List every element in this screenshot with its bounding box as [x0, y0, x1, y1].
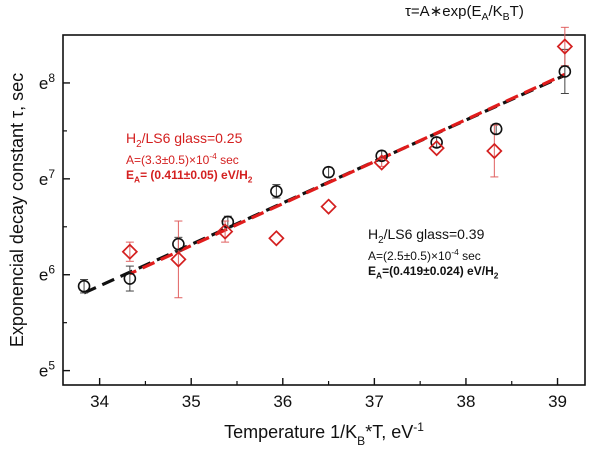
x-tick-label: 38	[456, 392, 475, 411]
x-axis-title: Temperature 1/KB*T, eV-1	[224, 420, 424, 448]
data-point-circle	[489, 122, 503, 136]
data-point-diamond	[268, 230, 285, 247]
data-point-diamond	[121, 243, 139, 260]
annotation-red-ratio: H2/LS6 glass=0.25	[126, 130, 243, 150]
annotation-black-energy: EA=(0.419±0.024) eV/H2	[368, 264, 499, 281]
annotation-black-fit: H2/LS6 glass=0.39 A=(2.5±0.5)×10-4 sec E…	[368, 226, 498, 281]
data-point-circle	[270, 185, 283, 198]
data-point-circle	[77, 279, 91, 293]
annotation-red-prefactor: A=(3.3±0.5)×10-4 sec	[126, 151, 239, 168]
data-point-circle	[322, 165, 335, 179]
x-tick-label: 36	[273, 392, 292, 411]
data-point-circle	[123, 272, 137, 285]
data-point-diamond	[320, 198, 337, 215]
plot-frame	[62, 34, 586, 386]
y-tick-label: e6	[39, 263, 55, 285]
data-point-diamond	[373, 154, 390, 171]
data-point-diamond	[170, 251, 187, 268]
y-tick-label: e7	[39, 167, 55, 189]
data-point-diamond	[216, 223, 234, 240]
x-tick-label: 35	[182, 392, 201, 411]
data-point-circle	[172, 237, 185, 251]
y-tick-label: e8	[39, 71, 55, 93]
y-axis-title: Exponencial decay constant τ, sec	[7, 73, 27, 347]
data-point-circle	[375, 149, 388, 163]
fit-line	[129, 72, 566, 276]
annotation-red-fit: H2/LS6 glass=0.25 A=(3.3±0.5)×10-4 sec E…	[126, 130, 252, 185]
x-tick-label: 34	[90, 392, 109, 411]
data-point-circle	[558, 65, 572, 78]
annotation-black-ratio: H2/LS6 glass=0.39	[368, 226, 485, 246]
annotation-red-energy: EA= (0.411±0.05) eV/H2	[126, 168, 253, 185]
x-tick-label: 37	[365, 392, 384, 411]
model-formula: τ=A∗exp(EA/KBT)	[405, 3, 524, 23]
annotation-black-prefactor: A=(2.5±0.5)×10-4 sec	[368, 247, 481, 264]
data-point-diamond	[556, 38, 574, 55]
y-tick-label: e5	[39, 359, 55, 381]
data-point-diamond	[486, 142, 503, 160]
data-point-diamond	[428, 139, 445, 157]
x-tick-label: 39	[548, 392, 567, 411]
data-point-circle	[430, 136, 443, 149]
